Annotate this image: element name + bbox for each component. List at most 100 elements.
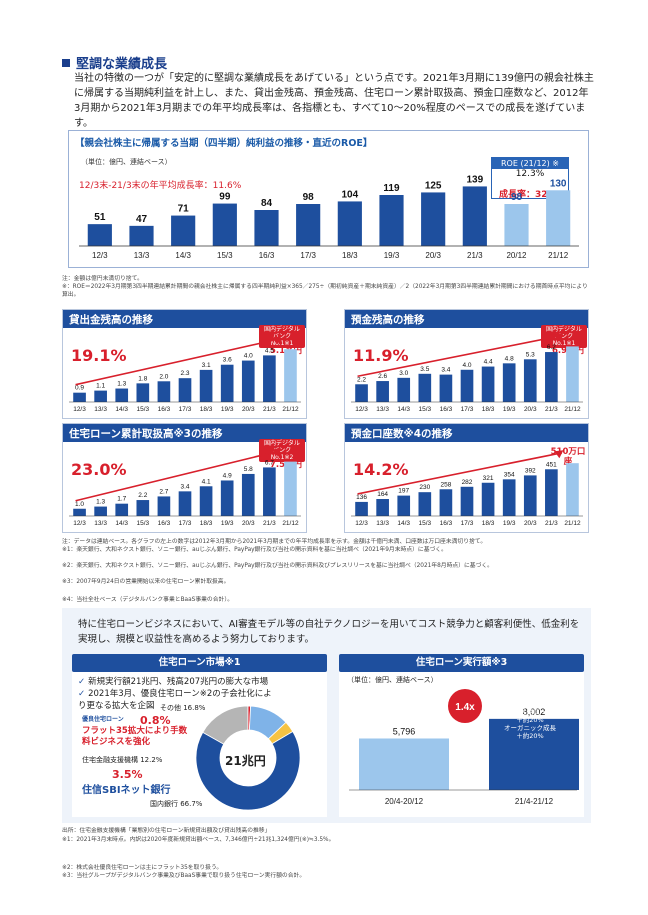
data-label: 1.7 xyxy=(117,496,126,503)
tick-label: 20/3 xyxy=(425,251,441,260)
arrow-head xyxy=(272,336,282,345)
data-label: 4.8 xyxy=(505,355,514,362)
data-label: 47 xyxy=(136,214,148,225)
tick-label: 13/3 xyxy=(94,520,107,527)
panel-badge: 国内デジタルバンク No.1※1 xyxy=(259,325,305,348)
trend-arrow xyxy=(75,450,278,502)
tick-label: 21/12 xyxy=(564,406,581,413)
lead-text: 特に住宅ローンビジネスにおいて、AI審査モデル等の自社テクノロジーを用いてコスト… xyxy=(78,619,580,645)
bar xyxy=(376,499,389,516)
data-label: 0.9 xyxy=(75,385,84,392)
tick-label: 20/3 xyxy=(242,520,255,527)
bar xyxy=(136,383,150,402)
chart-title: 【親会社株主に帰属する当期（四半期）純利益の推移・直近のROE】 xyxy=(75,138,373,149)
bar xyxy=(523,359,537,402)
data-label: 130 xyxy=(550,178,567,189)
tick-label: 15/3 xyxy=(418,406,431,413)
bar xyxy=(199,369,213,402)
donut-center: 21兆円 xyxy=(225,754,266,768)
data-label: 3.0 xyxy=(399,370,408,377)
bar xyxy=(460,486,474,516)
bar xyxy=(566,346,579,402)
tick-label: 20/3 xyxy=(524,406,537,413)
panel-badge: 国内デジタルバンク No.1※2 xyxy=(259,439,305,462)
tick-label: 17/3 xyxy=(461,406,474,413)
panel-title: 預金残高の推移 xyxy=(345,310,588,328)
data-label: 2.3 xyxy=(180,370,189,377)
mid-note-3: ※2：楽天銀行、大和ネクスト銀行、ソニー銀行、auじぶん銀行、PayPay銀行及… xyxy=(62,563,493,569)
tick-label: 13/3 xyxy=(134,251,150,260)
panel-badge: 国内デジタルバンク No.1※1 xyxy=(541,325,587,348)
trend-arrow xyxy=(357,452,560,495)
exec-title: 住宅ローン実行額※3 xyxy=(339,654,584,672)
bottom-note-4: ※3：当社グループがデジタルバンク事業及びBaaS事業で取り扱う住宅ローン実行額… xyxy=(62,873,306,879)
bar xyxy=(73,392,86,402)
panel-mortgage: 住宅ローン累計取扱高※3の推移 23.0% 国内デジタルバンク No.1※2 7… xyxy=(62,423,307,533)
data-label: 119 xyxy=(383,183,400,194)
bar xyxy=(220,364,234,402)
data-label: 8,002 xyxy=(523,707,546,717)
bar xyxy=(263,355,276,402)
net-income-bars: 51 12/3 47 13/3 71 14/3 99 15/3 84 16/3 98 17/3 104 1… xyxy=(79,174,579,260)
bar xyxy=(212,203,237,246)
data-label: 125 xyxy=(425,180,442,191)
label-yuryo: 0.8% xyxy=(140,714,171,727)
data-label: 197 xyxy=(398,488,409,495)
data-label: 451 xyxy=(546,461,557,468)
data-label: 98 xyxy=(511,192,523,203)
mid-note-4: ※3：2007年9月24日の営業開始以来の住宅ローン累計取扱高。 xyxy=(62,579,230,585)
bar xyxy=(566,463,579,516)
tick-label: 21/12 xyxy=(282,520,299,527)
bottom-note-1: 出所：住宅金融支援機構「業態別の住宅ローン新規貸出額及び貸出残高の推移」 xyxy=(62,828,271,834)
tick-label: 18/3 xyxy=(200,406,213,413)
data-label: 136 xyxy=(356,494,367,501)
data-label: 5,796 xyxy=(393,726,416,736)
tick-label: 19/3 xyxy=(503,520,516,527)
bar xyxy=(115,503,129,516)
data-label: 354 xyxy=(504,471,515,478)
tick-label: 14/3 xyxy=(397,520,410,527)
label-sbi-pct: 3.5% xyxy=(112,768,143,781)
label-flat35: フラット35拡大により手数料ビジネスを強化 xyxy=(82,726,188,747)
check-icon: ✓ xyxy=(78,677,89,687)
tick-label: 18/3 xyxy=(200,520,213,527)
data-label: 98 xyxy=(303,192,315,203)
exec-unit: （単位：億円、連結ベース） xyxy=(347,676,438,684)
loans-bars: 0.9 12/3 1.1 13/3 1.3 14/3 1.8 15/3 2.0 16/3 2.3 17… xyxy=(69,336,301,413)
tick-label: 17/3 xyxy=(179,520,192,527)
bar xyxy=(171,215,196,246)
data-label: 51 xyxy=(94,212,106,223)
data-label: 4.1 xyxy=(202,478,211,485)
tick-label: 17/3 xyxy=(461,520,474,527)
tick-label: 13/3 xyxy=(376,406,389,413)
mortgage-bars: 1.0 12/3 1.3 13/3 1.7 14/3 2.2 15/3 2.7 16/3 3.4 17… xyxy=(69,448,301,527)
tick-label: 16/3 xyxy=(440,406,453,413)
data-label: 104 xyxy=(341,189,358,200)
bar xyxy=(359,738,449,790)
bar xyxy=(284,461,297,516)
label-other: その他 16.8% xyxy=(160,704,206,712)
data-label: 5.3 xyxy=(526,351,535,358)
bar xyxy=(397,495,411,516)
bar xyxy=(462,186,487,246)
check-icon: ✓ xyxy=(78,689,89,699)
bar xyxy=(129,225,154,246)
bar xyxy=(178,491,192,516)
tick-label: 16/3 xyxy=(259,251,275,260)
data-label: 1.8 xyxy=(138,375,147,382)
chart-note-2: ※：ROE＝2022年3月期第3四半期連結累計期間の親会社株主に帰属する四半期純… xyxy=(62,284,588,298)
exec-bars: 5,796 20/4-20/12 8,002 21/4-21/12 1.4x xyxy=(349,689,579,806)
bar xyxy=(94,390,107,402)
tick-label: 14/3 xyxy=(115,406,128,413)
data-label: 5.8 xyxy=(244,466,253,473)
tick-label: 21/3 xyxy=(263,520,276,527)
tick-label: 16/3 xyxy=(158,520,171,527)
bar xyxy=(545,352,558,402)
data-label: 1.3 xyxy=(96,499,105,506)
tick-label: 21/12 xyxy=(548,251,569,260)
bar xyxy=(545,469,558,516)
data-label: 4.5 xyxy=(265,347,274,354)
bar xyxy=(546,190,571,246)
tick-label: 12/3 xyxy=(355,520,368,527)
tick-label: 20/3 xyxy=(242,406,255,413)
